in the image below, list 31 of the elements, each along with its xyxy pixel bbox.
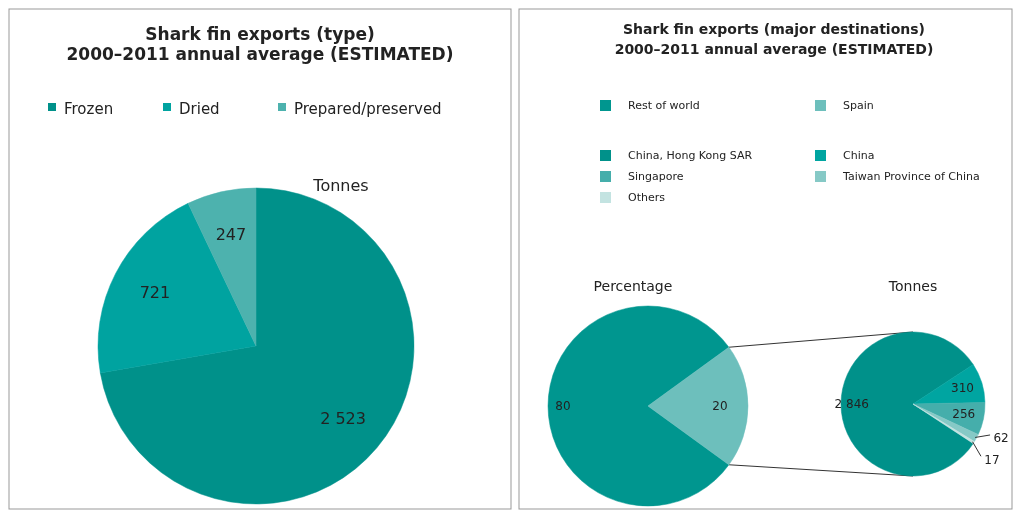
- pie-slice: [187, 187, 257, 347]
- legend-label: Frozen: [64, 99, 114, 118]
- data-label: 2 523: [320, 408, 366, 428]
- legend-label: Others: [628, 191, 666, 204]
- text: Percentage: [593, 278, 673, 294]
- legend-label: China: [843, 149, 875, 162]
- legend-label: Prepared/preserved: [294, 99, 442, 118]
- chart-title: Shark fin exports (type) 2000–2011 annual average (ESTIMATED): [66, 24, 454, 64]
- data-label: 721: [139, 283, 171, 303]
- data-label: 256: [952, 407, 976, 422]
- pie-slice: [547, 305, 730, 507]
- legend-label: Singapore: [628, 170, 684, 183]
- legend-label: Rest of world: [628, 99, 700, 112]
- chart-title: Shark fin exports (major destinations) 2000–2011 annual average (ESTIMATED): [614, 21, 934, 57]
- pie-slice: [840, 331, 974, 477]
- pie-slice: [97, 203, 257, 374]
- pie-slice: [912, 364, 986, 405]
- data-label: 80: [555, 398, 571, 413]
- pie-slice: [647, 346, 749, 466]
- data-label: 247: [215, 224, 247, 244]
- data-label: 20: [712, 398, 728, 413]
- legend-label: China, Hong Kong SAR: [628, 149, 753, 162]
- text: Tonnes: [312, 176, 369, 195]
- data-label: 62: [993, 431, 1009, 446]
- data-label: 310: [951, 381, 974, 396]
- legend-label: Taiwan Province of China: [842, 170, 980, 183]
- data-label: 17: [984, 452, 1000, 467]
- text: Tonnes: [887, 278, 938, 294]
- legend-label: Spain: [843, 99, 874, 112]
- legend-label: Dried: [179, 99, 220, 118]
- data-label: 2 846: [834, 396, 869, 411]
